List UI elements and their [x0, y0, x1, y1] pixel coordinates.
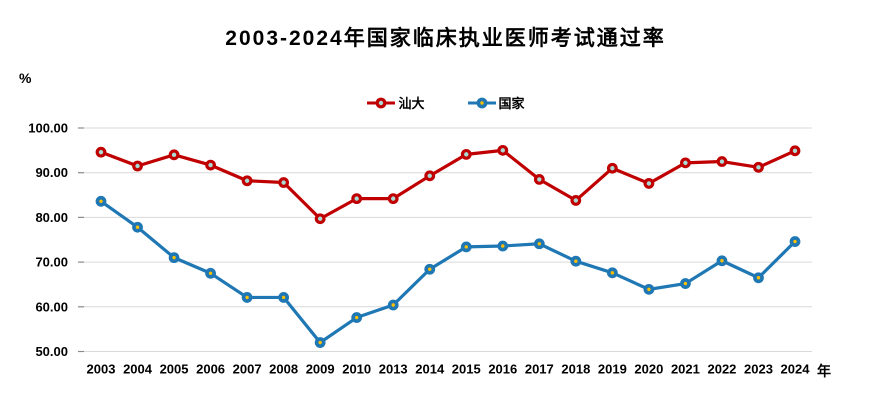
x-axis-tick-label: 2008	[269, 362, 298, 377]
data-point-marker-icon	[168, 149, 180, 161]
data-point-marker-icon	[606, 162, 618, 174]
series-line-国家	[99, 199, 797, 345]
x-axis-tick-label: 2015	[452, 362, 481, 377]
marker-center-dot-icon	[537, 242, 542, 246]
y-axis-tick-label: 100.00	[28, 121, 68, 136]
legend-label-shanda: 汕大	[398, 96, 425, 111]
data-point-marker-icon	[278, 177, 290, 188]
x-axis-tick-label: 2020	[634, 362, 663, 377]
marker-center-dot-icon	[610, 271, 615, 275]
data-point-marker-icon	[533, 174, 545, 185]
data-point-marker-icon	[314, 213, 326, 225]
y-axis-tick-label: 90.00	[35, 165, 68, 180]
x-axis-tick-label: 2006	[196, 362, 225, 377]
marker-center-dot-icon	[135, 225, 140, 229]
data-point-marker-icon	[497, 144, 509, 156]
marker-center-dot-icon	[479, 100, 484, 105]
marker-center-dot-icon	[281, 295, 286, 300]
legend-label-guojia: 国家	[498, 96, 525, 111]
marker-center-dot-icon	[793, 239, 797, 244]
x-axis-tick-label: 2023	[744, 362, 773, 377]
data-point-marker-icon	[789, 145, 801, 157]
series-line-汕大	[99, 148, 797, 221]
marker-center-dot-icon	[756, 276, 761, 280]
marker-center-dot-icon	[574, 259, 578, 263]
y-axis-tick-label: 80.00	[35, 210, 68, 225]
data-point-marker-icon	[570, 195, 582, 206]
marker-center-dot-icon	[683, 281, 688, 286]
data-point-marker-icon	[387, 193, 399, 205]
data-point-marker-icon	[716, 156, 728, 167]
x-axis-tick-label: 2016	[488, 362, 517, 377]
data-point-marker-icon	[95, 146, 107, 158]
data-point-marker-icon	[376, 97, 387, 108]
x-axis-tick-label: 2004	[123, 362, 153, 377]
marker-center-dot-icon	[391, 303, 395, 307]
legend-marker-guojia-icon	[467, 97, 496, 108]
marker-center-dot-icon	[501, 244, 505, 248]
x-axis-tick-label: 2014	[415, 362, 445, 377]
legend-item-shanda: 汕大	[366, 93, 425, 112]
marker-center-dot-icon	[318, 340, 322, 345]
x-axis-tick-label: 2013	[379, 362, 408, 377]
marker-center-dot-icon	[354, 315, 359, 320]
data-point-marker-icon	[460, 148, 472, 160]
y-axis-tick-label: 50.00	[35, 344, 68, 359]
marker-center-dot-icon	[464, 245, 468, 249]
data-point-marker-icon	[424, 170, 436, 182]
legend-item-guojia: 国家	[467, 93, 525, 112]
data-point-marker-icon	[351, 193, 363, 205]
marker-center-dot-icon	[720, 259, 724, 263]
data-point-marker-icon	[205, 159, 216, 171]
y-axis-tick-label: 60.00	[35, 299, 68, 314]
chart-legend: 汕大 国家	[0, 93, 891, 112]
data-point-marker-icon	[680, 157, 691, 169]
x-axis-tick-label: 2010	[342, 362, 371, 377]
data-point-marker-icon	[753, 161, 764, 173]
chart-title: 2003-2024年国家临床执业医师考试通过率	[225, 27, 666, 50]
marker-center-dot-icon	[245, 295, 249, 300]
x-axis-tick-label: 2009	[306, 362, 335, 377]
x-axis-tick-label: 2007	[233, 362, 262, 377]
x-axis-tick-label: 2021	[671, 362, 700, 377]
x-axis-tick-label: 2017	[525, 362, 554, 377]
data-point-marker-icon	[241, 175, 253, 187]
data-point-marker-icon	[643, 178, 655, 189]
x-axis-tick-label: 2024	[781, 362, 811, 377]
marker-center-dot-icon	[99, 199, 103, 204]
marker-center-dot-icon	[172, 255, 176, 260]
marker-center-dot-icon	[647, 287, 651, 292]
marker-center-dot-icon	[208, 271, 213, 275]
x-axis-tick-label: 2022	[707, 362, 736, 377]
data-point-marker-icon	[132, 160, 143, 172]
x-axis-unit-label: 年	[817, 363, 831, 379]
legend-marker-shanda-icon	[367, 97, 396, 108]
y-axis-tick-label: 70.00	[35, 255, 68, 270]
x-axis-tick-label: 2003	[87, 362, 116, 377]
marker-center-dot-icon	[428, 267, 432, 271]
x-axis-tick-label: 2018	[561, 362, 590, 377]
x-axis-tick-label: 2005	[160, 362, 189, 377]
y-axis-unit-label: %	[19, 70, 32, 86]
x-axis-tick-label: 2019	[598, 362, 627, 377]
